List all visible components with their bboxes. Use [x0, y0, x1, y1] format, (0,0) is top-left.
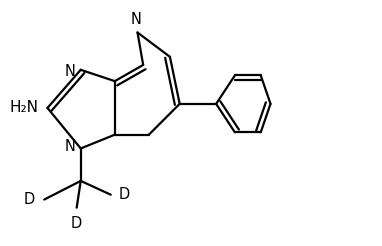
- Text: N: N: [65, 139, 76, 154]
- Text: N: N: [130, 12, 141, 27]
- Text: N: N: [65, 64, 76, 79]
- Text: D: D: [119, 187, 130, 202]
- Text: D: D: [71, 216, 82, 231]
- Text: D: D: [24, 192, 35, 207]
- Text: H₂N: H₂N: [9, 100, 38, 115]
